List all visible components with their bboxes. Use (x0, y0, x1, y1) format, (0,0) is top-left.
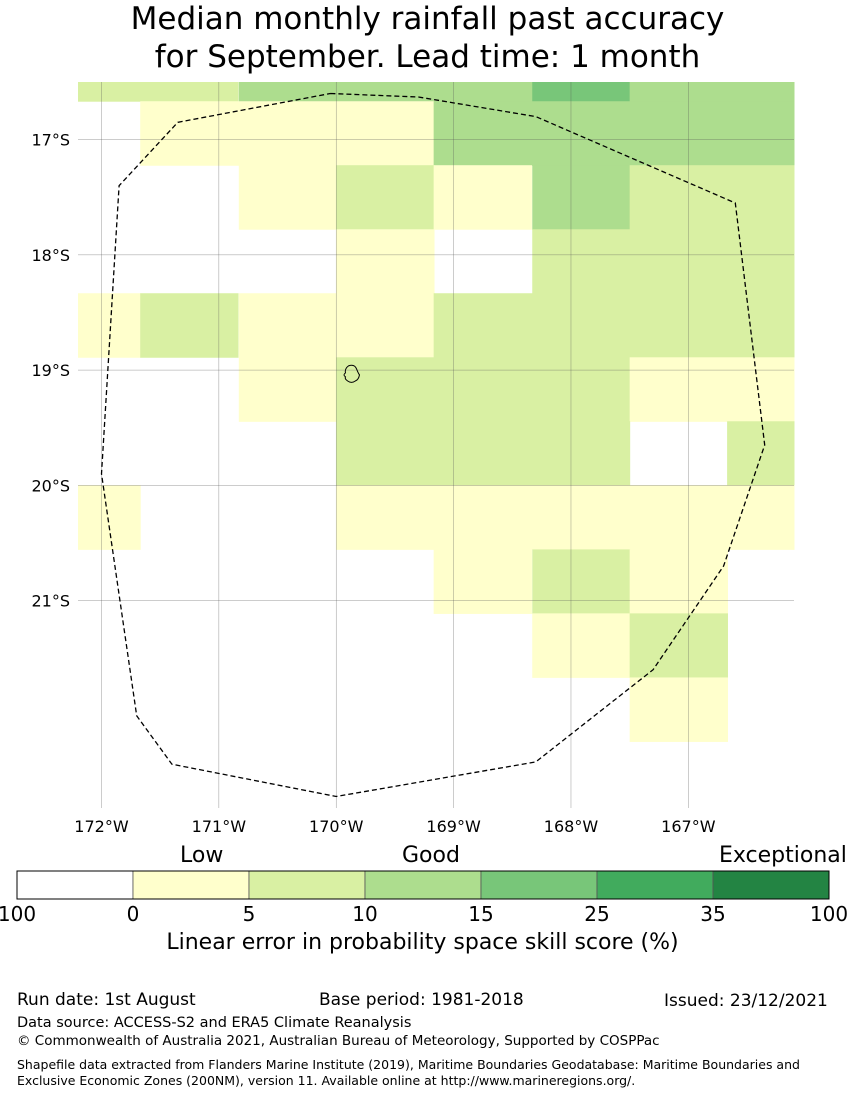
skill-cell (532, 549, 631, 614)
colorbar-swatch (596, 870, 714, 900)
skill-cell (140, 101, 435, 166)
skill-cell (336, 165, 435, 230)
skill-cell (238, 165, 338, 230)
skill-cell (433, 549, 532, 614)
latitude-label: 19°S (31, 361, 70, 380)
longitude-label: 171°W (192, 817, 247, 836)
skill-cell (238, 82, 533, 102)
colorbar-tick: 15 (468, 902, 494, 926)
skill-cell (238, 293, 435, 358)
latitude-label: 18°S (31, 246, 70, 265)
skill-cell (78, 82, 141, 102)
colorbar-swatch (364, 870, 482, 900)
longitude-label: 167°W (661, 817, 716, 836)
latitude-label: 21°S (31, 592, 70, 611)
island-outline (343, 364, 361, 383)
skill-cell (78, 485, 141, 550)
colorbar-word-good: Good (402, 843, 460, 868)
skill-cell (629, 357, 795, 422)
colorbar-swatch (16, 870, 134, 900)
colorbar-swatch (248, 870, 366, 900)
longitude-label: 172°W (74, 817, 129, 836)
longitude-label: 169°W (426, 817, 481, 836)
colorbar-word-low: Low (180, 843, 224, 868)
skill-cell (336, 357, 631, 422)
issued-date: Issued: 23/12/2021 (664, 991, 828, 1011)
eez-boundary-line (100, 92, 766, 798)
skill-cell (727, 421, 795, 486)
chart-title: Median monthly rainfall past accuracy fo… (0, 0, 855, 76)
colorbar-swatch (480, 870, 598, 900)
skill-cell (532, 613, 631, 678)
colorbar-tick: 5 (242, 902, 256, 926)
skill-cell (532, 165, 631, 230)
longitude-label: 170°W (309, 817, 364, 836)
colorbar-tick: 100 (0, 902, 37, 926)
skill-cell (336, 229, 435, 294)
title-line-1: Median monthly rainfall past accuracy (130, 1, 725, 37)
data-source: Data source: ACCESS-S2 and ERA5 Climate … (17, 1015, 412, 1031)
skill-cell (140, 293, 239, 358)
base-period: Base period: 1981-2018 (319, 990, 524, 1010)
skill-cell (78, 293, 141, 358)
colorbar-tick: 100 (809, 902, 849, 926)
skill-cell (629, 549, 728, 614)
colorbar-swatch (712, 870, 830, 900)
latitude-label: 17°S (31, 131, 70, 150)
skill-cell (532, 229, 795, 294)
colorbar-tick: 0 (126, 902, 140, 926)
colorbar-label: Linear error in probability space skill … (166, 930, 679, 955)
longitude-label: 168°W (544, 817, 599, 836)
skill-cell (532, 82, 631, 102)
colorbar-tick: 35 (700, 902, 726, 926)
shapefile-note: Shapefile data extracted from Flanders M… (17, 1057, 800, 1088)
skill-cell (336, 485, 795, 550)
colorbar-frame (16, 870, 830, 900)
skill-cell (433, 165, 532, 230)
skill-cell (629, 165, 795, 230)
colorbar-swatch (132, 870, 250, 900)
title-line-2: for September. Lead time: 1 month (154, 39, 701, 75)
copyright: © Commonwealth of Australia 2021, Austra… (17, 1033, 660, 1049)
colorbar-tick: 10 (352, 902, 378, 926)
colorbar-tick: 25 (584, 902, 610, 926)
skill-cell (140, 82, 239, 102)
skill-cell (629, 613, 728, 678)
skill-cell (433, 293, 795, 358)
skill-cell (238, 357, 338, 422)
run-date: Run date: 1st August (17, 990, 196, 1010)
latitude-label: 20°S (31, 476, 70, 495)
colorbar-word-exceptional: Exceptional (719, 843, 847, 868)
skill-cell (629, 82, 795, 102)
skill-cell (629, 677, 728, 742)
skill-cell (433, 101, 795, 166)
skill-cell (336, 421, 631, 486)
